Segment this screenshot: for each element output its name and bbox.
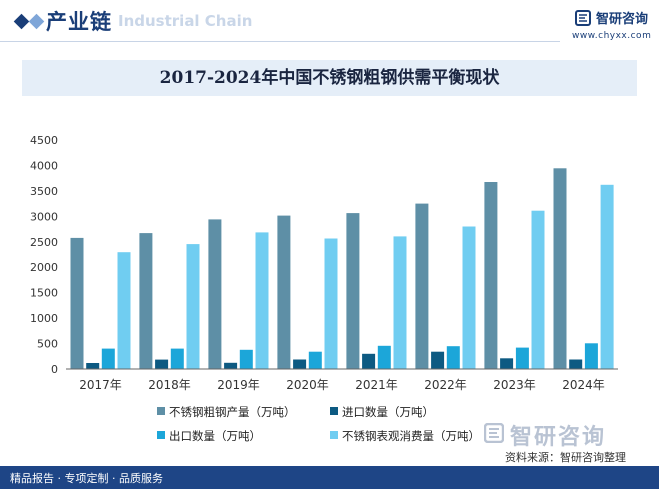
y-tick-label: 4500	[30, 134, 58, 147]
x-axis: 2017年 2018年 2019年 2020年 2021年 2022年 2023年 2024年	[66, 368, 618, 392]
bar-series-2-1	[86, 363, 100, 369]
legend-label: 不锈钢粗钢产量（万吨）	[169, 405, 296, 419]
header-title: 产业链	[46, 10, 112, 34]
y-axis: 0 500 1000 1500 2000 2500 3000 3500 4000 4500	[30, 134, 58, 376]
data-source: 资料来源：智研咨询整理	[505, 451, 626, 464]
legend-swatch	[157, 407, 165, 415]
y-tick-label: 2000	[30, 261, 58, 274]
bar-series-3-4	[308, 351, 322, 369]
legend-swatch	[330, 407, 338, 415]
chart-title: 2017-2024年中国不锈钢粗钢供需平衡现状	[159, 68, 500, 88]
bar-series-3-8	[584, 343, 598, 369]
bar-series-1-7	[484, 182, 498, 369]
bar-series-1-4	[277, 215, 291, 369]
bar-series-1-3	[208, 219, 222, 369]
x-tick-label: 2018年	[148, 378, 191, 392]
bar-series-3-5	[377, 345, 391, 369]
bar-series-group	[70, 168, 614, 369]
chart-title-band	[22, 60, 637, 96]
bar-series-3-7	[515, 347, 529, 369]
bar-series-2-4	[293, 359, 307, 369]
header-subtitle: Industrial Chain	[118, 12, 253, 30]
bar-chart: 0 500 1000 1500 2000 2500 3000 3500 4000 4500 201…	[30, 134, 618, 443]
bar-series-2-8	[569, 359, 583, 369]
header: Industrial Chain 产业链 智研咨询 www.chyxx.com	[0, 0, 659, 44]
x-tick-label: 2021年	[355, 378, 398, 392]
bar-series-4-6	[462, 226, 476, 369]
watermark-brand: 智研咨询	[510, 425, 607, 450]
y-tick-label: 1000	[30, 312, 58, 325]
bar-series-1-2	[139, 233, 153, 369]
bar-series-3-6	[446, 346, 460, 369]
bar-series-1-5	[346, 213, 360, 369]
bar-series-1-8	[553, 168, 567, 369]
bar-series-3-3	[239, 349, 253, 369]
bar-series-4-3	[255, 232, 269, 369]
legend: 不锈钢粗钢产量（万吨） 进口数量（万吨） 出口数量（万吨） 不锈钢表观消费量（万吨）	[157, 405, 480, 443]
bar-series-2-6	[431, 351, 445, 369]
x-tick-label: 2019年	[217, 378, 260, 392]
x-tick-label: 2022年	[424, 378, 467, 392]
bar-series-3-1	[101, 348, 115, 369]
bar-series-4-5	[393, 236, 407, 369]
brand-logo-icon	[575, 10, 591, 26]
brand-name: 智研咨询	[596, 12, 649, 27]
bar-series-1-1	[70, 237, 84, 369]
bar-series-2-5	[362, 353, 376, 369]
bar-series-2-7	[500, 358, 514, 369]
y-tick-label: 0	[51, 363, 58, 376]
header-divider	[0, 41, 560, 42]
bar-series-4-7	[531, 210, 545, 369]
y-tick-label: 2500	[30, 236, 58, 249]
y-tick-label: 500	[37, 338, 58, 351]
y-tick-label: 3500	[30, 185, 58, 198]
legend-swatch	[330, 431, 338, 439]
bar-series-3-2	[170, 348, 184, 369]
footer-bar: 精品报告 · 专项定制 · 品质服务	[0, 466, 659, 489]
x-tick-label: 2020年	[286, 378, 329, 392]
watermark-logo-icon	[484, 423, 504, 443]
y-tick-label: 4000	[30, 159, 58, 172]
bar-series-2-2	[155, 359, 169, 369]
bar-series-4-4	[324, 238, 338, 369]
y-tick-label: 1500	[30, 287, 58, 300]
bar-series-4-8	[600, 184, 614, 369]
bar-series-1-6	[415, 203, 429, 369]
footer-slogan: 精品报告 · 专项定制 · 品质服务	[10, 472, 163, 485]
legend-swatch	[157, 431, 165, 439]
bar-series-2-3	[224, 362, 238, 369]
legend-label: 不锈钢表观消费量（万吨）	[342, 429, 480, 443]
bar-series-4-1	[117, 252, 131, 369]
x-tick-label: 2024年	[562, 378, 605, 392]
y-tick-label: 3000	[30, 210, 58, 223]
legend-label: 进口数量（万吨）	[342, 405, 434, 419]
x-tick-label: 2023年	[493, 378, 536, 392]
x-tick-label: 2017年	[79, 378, 122, 392]
brand-url: www.chyxx.com	[572, 31, 652, 41]
bar-series-4-2	[186, 244, 200, 369]
legend-label: 出口数量（万吨）	[169, 429, 261, 443]
